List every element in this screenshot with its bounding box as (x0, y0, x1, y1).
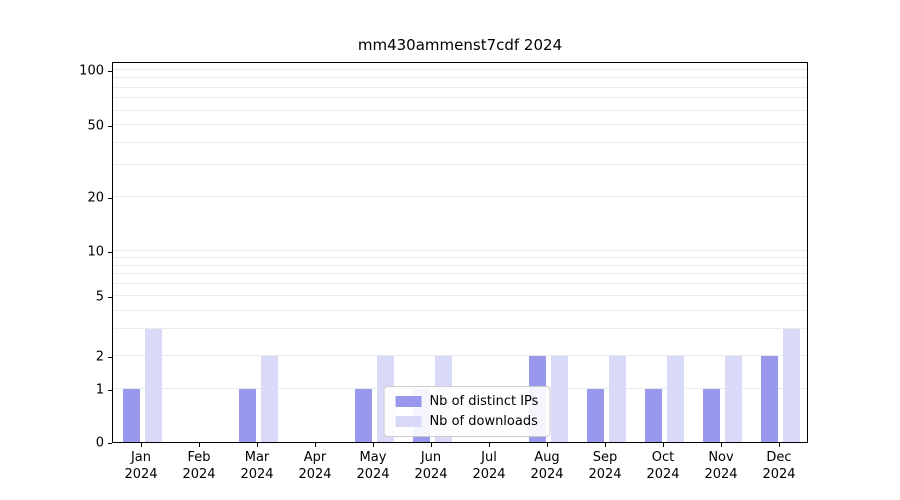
x-tick-mark (779, 443, 780, 447)
legend-label-downloads: Nb of downloads (429, 414, 538, 429)
gridline (113, 124, 807, 126)
x-tick-mark (373, 443, 374, 447)
x-tick-mark (431, 443, 432, 447)
y-tick-mark (108, 443, 112, 444)
x-tick-mark (721, 443, 722, 447)
legend-item-distinct-ips: Nb of distinct IPs (395, 394, 538, 409)
gridline (113, 164, 807, 166)
gridline (113, 256, 807, 258)
x-tick-label-dec: Dec 2024 (762, 450, 796, 482)
y-tick-mark (108, 126, 112, 127)
y-tick-mark (108, 71, 112, 73)
x-tick-mark (663, 443, 664, 447)
bar-distinct-ips-oct (644, 389, 662, 442)
gridline (113, 97, 807, 99)
x-tick-label-may: May 2024 (356, 450, 390, 482)
y-tick-label-5: 5 (95, 289, 104, 305)
bar-distinct-ips-dec (760, 356, 778, 442)
gridline (113, 250, 807, 252)
gridline (113, 196, 807, 198)
gridline (113, 309, 807, 311)
bar-downloads-nov (724, 356, 742, 442)
gridline (113, 86, 807, 88)
y-tick-mark (108, 356, 112, 358)
x-tick-label-feb: Feb 2024 (182, 450, 216, 482)
bar-downloads-aug (550, 356, 568, 442)
legend-swatch-downloads (395, 416, 422, 427)
x-tick-mark (547, 443, 548, 447)
y-tick-label-10: 10 (87, 244, 104, 260)
x-tick-mark (257, 443, 258, 447)
legend-swatch-distinct-ips (395, 396, 422, 407)
gridline (113, 328, 807, 330)
gridline (113, 283, 807, 285)
y-tick-mark (108, 198, 112, 200)
x-tick-label-sep: Sep 2024 (588, 450, 622, 482)
x-tick-label-mar: Mar 2024 (240, 450, 274, 482)
gridline (113, 264, 807, 266)
bar-downloads-jan (144, 329, 162, 442)
y-tick-mark (108, 252, 112, 254)
gridline (113, 141, 807, 143)
gridline (113, 354, 807, 356)
x-tick-mark (141, 443, 142, 447)
x-tick-mark (605, 443, 606, 447)
x-tick-mark (199, 443, 200, 447)
y-tick-label-50: 50 (87, 118, 104, 134)
bar-distinct-ips-jan (122, 389, 140, 442)
x-tick-mark (489, 443, 490, 447)
y-tick-label-1: 1 (95, 382, 104, 398)
bar-distinct-ips-may (354, 389, 372, 442)
plot-area: Nb of distinct IPs Nb of downloads (112, 62, 808, 443)
x-tick-label-jan: Jan 2024 (124, 450, 158, 482)
gridline (113, 295, 807, 297)
bar-downloads-mar (260, 356, 278, 442)
y-tick-mark (108, 390, 112, 392)
x-tick-mark (315, 443, 316, 447)
bar-downloads-sep (608, 356, 626, 442)
bar-downloads-oct (666, 356, 684, 442)
y-tick-label-0: 0 (95, 435, 104, 451)
bar-distinct-ips-nov (702, 389, 720, 442)
x-tick-label-jul: Jul 2024 (472, 450, 506, 482)
x-tick-label-aug: Aug 2024 (530, 450, 564, 482)
bar-distinct-ips-sep (586, 389, 604, 442)
legend-label-distinct-ips: Nb of distinct IPs (429, 394, 539, 409)
legend-item-downloads: Nb of downloads (395, 414, 538, 429)
x-tick-label-jun: Jun 2024 (414, 450, 448, 482)
gridline (113, 77, 807, 79)
x-tick-label-nov: Nov 2024 (704, 450, 738, 482)
y-tick-mark (108, 297, 112, 299)
chart-title: mm430ammenst7cdf 2024 (357, 36, 563, 54)
x-tick-label-oct: Oct 2024 (646, 450, 680, 482)
legend: Nb of distinct IPs Nb of downloads (383, 386, 551, 437)
y-tick-label-20: 20 (87, 190, 104, 206)
y-tick-label-2: 2 (95, 349, 104, 365)
gridline (113, 109, 807, 111)
bar-distinct-ips-mar (238, 389, 256, 442)
gridline (113, 273, 807, 275)
y-tick-label-100: 100 (79, 63, 104, 79)
x-tick-label-apr: Apr 2024 (298, 450, 332, 482)
bar-downloads-dec (782, 329, 800, 442)
gridline (113, 69, 807, 71)
